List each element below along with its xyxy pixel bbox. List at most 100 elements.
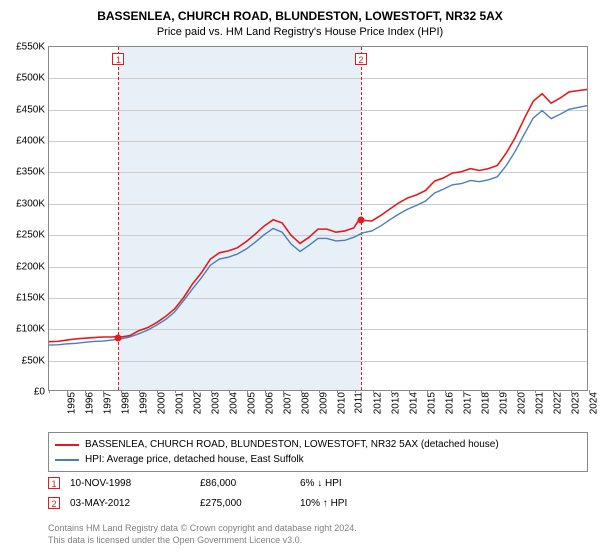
x-tick-label: 2007 [282, 392, 293, 414]
x-tick-mark [481, 390, 482, 393]
sale-point [115, 335, 122, 342]
sale-price: £275,000 [200, 498, 300, 509]
y-tick-label: £300K [16, 198, 45, 209]
x-tick-label: 2017 [462, 392, 473, 414]
sale-row: 1 10-NOV-1998£86,0006% ↓ HPI [48, 477, 420, 489]
x-tick-mark [337, 390, 338, 393]
x-tick-mark [85, 390, 86, 393]
x-tick-mark [211, 390, 212, 393]
x-tick-mark [121, 390, 122, 393]
x-tick-mark [409, 390, 410, 393]
x-tick-mark [103, 390, 104, 393]
sale-row-marker: 2 [48, 497, 60, 509]
x-tick-label: 2018 [480, 392, 491, 414]
x-tick-label: 2002 [192, 392, 203, 414]
x-tick-label: 2005 [246, 392, 257, 414]
legend-label: HPI: Average price, detached house, East… [85, 452, 304, 467]
sale-date: 10-NOV-1998 [70, 478, 200, 489]
legend-item: HPI: Average price, detached house, East… [55, 452, 581, 467]
y-tick-label: £400K [16, 136, 45, 147]
x-tick-label: 2001 [174, 392, 185, 414]
footer-line2: This data is licensed under the Open Gov… [48, 534, 357, 546]
sale-hpi-diff: 6% ↓ HPI [300, 478, 420, 489]
legend-item: BASSENLEA, CHURCH ROAD, BLUNDESTON, LOWE… [55, 437, 581, 452]
x-tick-mark [535, 390, 536, 393]
x-tick-mark [517, 390, 518, 393]
series-hpi [49, 106, 587, 345]
y-tick-label: £450K [16, 104, 45, 115]
chart-lines [49, 47, 587, 390]
x-tick-mark [193, 390, 194, 393]
x-tick-label: 2011 [354, 392, 365, 414]
chart-plot-area: £0£50K£100K£150K£200K£250K£300K£350K£400… [48, 46, 588, 391]
legend-label: BASSENLEA, CHURCH ROAD, BLUNDESTON, LOWE… [85, 437, 499, 452]
sale-row-marker: 1 [48, 477, 60, 489]
x-tick-mark [427, 390, 428, 393]
x-tick-label: 1998 [120, 392, 131, 414]
x-tick-mark [589, 390, 590, 393]
sale-hpi-diff: 10% ↑ HPI [300, 498, 420, 509]
x-tick-label: 2015 [426, 392, 437, 414]
x-tick-label: 2013 [390, 392, 401, 414]
y-tick-label: £500K [16, 73, 45, 84]
x-tick-label: 2004 [228, 392, 239, 414]
x-tick-mark [265, 390, 266, 393]
x-tick-mark [283, 390, 284, 393]
x-tick-mark [355, 390, 356, 393]
x-tick-mark [175, 390, 176, 393]
x-tick-label: 2016 [444, 392, 455, 414]
x-tick-label: 2022 [552, 392, 563, 414]
legend-swatch [55, 459, 79, 461]
y-tick-label: £250K [16, 230, 45, 241]
x-tick-mark [373, 390, 374, 393]
x-tick-mark [463, 390, 464, 393]
x-tick-mark [139, 390, 140, 393]
footer-attribution: Contains HM Land Registry data © Crown c… [48, 522, 357, 546]
y-tick-label: £350K [16, 167, 45, 178]
sale-price: £86,000 [200, 478, 300, 489]
x-tick-mark [319, 390, 320, 393]
x-tick-mark [391, 390, 392, 393]
x-tick-mark [553, 390, 554, 393]
x-tick-label: 2014 [408, 392, 419, 414]
legend: BASSENLEA, CHURCH ROAD, BLUNDESTON, LOWE… [48, 432, 588, 472]
legend-swatch [55, 444, 79, 446]
x-tick-mark [571, 390, 572, 393]
x-tick-label: 2012 [372, 392, 383, 414]
x-tick-mark [67, 390, 68, 393]
x-tick-label: 2000 [156, 392, 167, 414]
x-tick-mark [301, 390, 302, 393]
x-tick-label: 1997 [102, 392, 113, 414]
footer-line1: Contains HM Land Registry data © Crown c… [48, 522, 357, 534]
x-tick-mark [499, 390, 500, 393]
x-tick-mark [49, 390, 50, 393]
chart-subtitle: Price paid vs. HM Land Registry's House … [0, 25, 600, 44]
y-tick-label: £50K [22, 355, 45, 366]
chart-title: BASSENLEA, CHURCH ROAD, BLUNDESTON, LOWE… [0, 0, 600, 25]
x-tick-mark [157, 390, 158, 393]
x-tick-label: 2010 [336, 392, 347, 414]
x-tick-label: 2009 [318, 392, 329, 414]
y-tick-label: £150K [16, 292, 45, 303]
x-tick-mark [247, 390, 248, 393]
x-tick-label: 2024 [588, 392, 599, 414]
x-tick-label: 2006 [264, 392, 275, 414]
x-tick-label: 2008 [300, 392, 311, 414]
sale-date: 03-MAY-2012 [70, 498, 200, 509]
x-tick-label: 1995 [66, 392, 77, 414]
x-tick-mark [229, 390, 230, 393]
sale-point [357, 216, 364, 223]
y-tick-label: £550K [16, 42, 45, 53]
y-tick-label: £0 [34, 387, 45, 398]
y-tick-label: £200K [16, 261, 45, 272]
x-tick-mark [445, 390, 446, 393]
x-tick-label: 2023 [570, 392, 581, 414]
sale-row: 2 03-MAY-2012£275,00010% ↑ HPI [48, 497, 420, 509]
y-tick-label: £100K [16, 324, 45, 335]
x-tick-label: 2003 [210, 392, 221, 414]
x-tick-label: 2021 [534, 392, 545, 414]
x-tick-label: 1996 [84, 392, 95, 414]
x-tick-label: 2019 [498, 392, 509, 414]
x-tick-label: 2020 [516, 392, 527, 414]
x-tick-label: 1999 [138, 392, 149, 414]
